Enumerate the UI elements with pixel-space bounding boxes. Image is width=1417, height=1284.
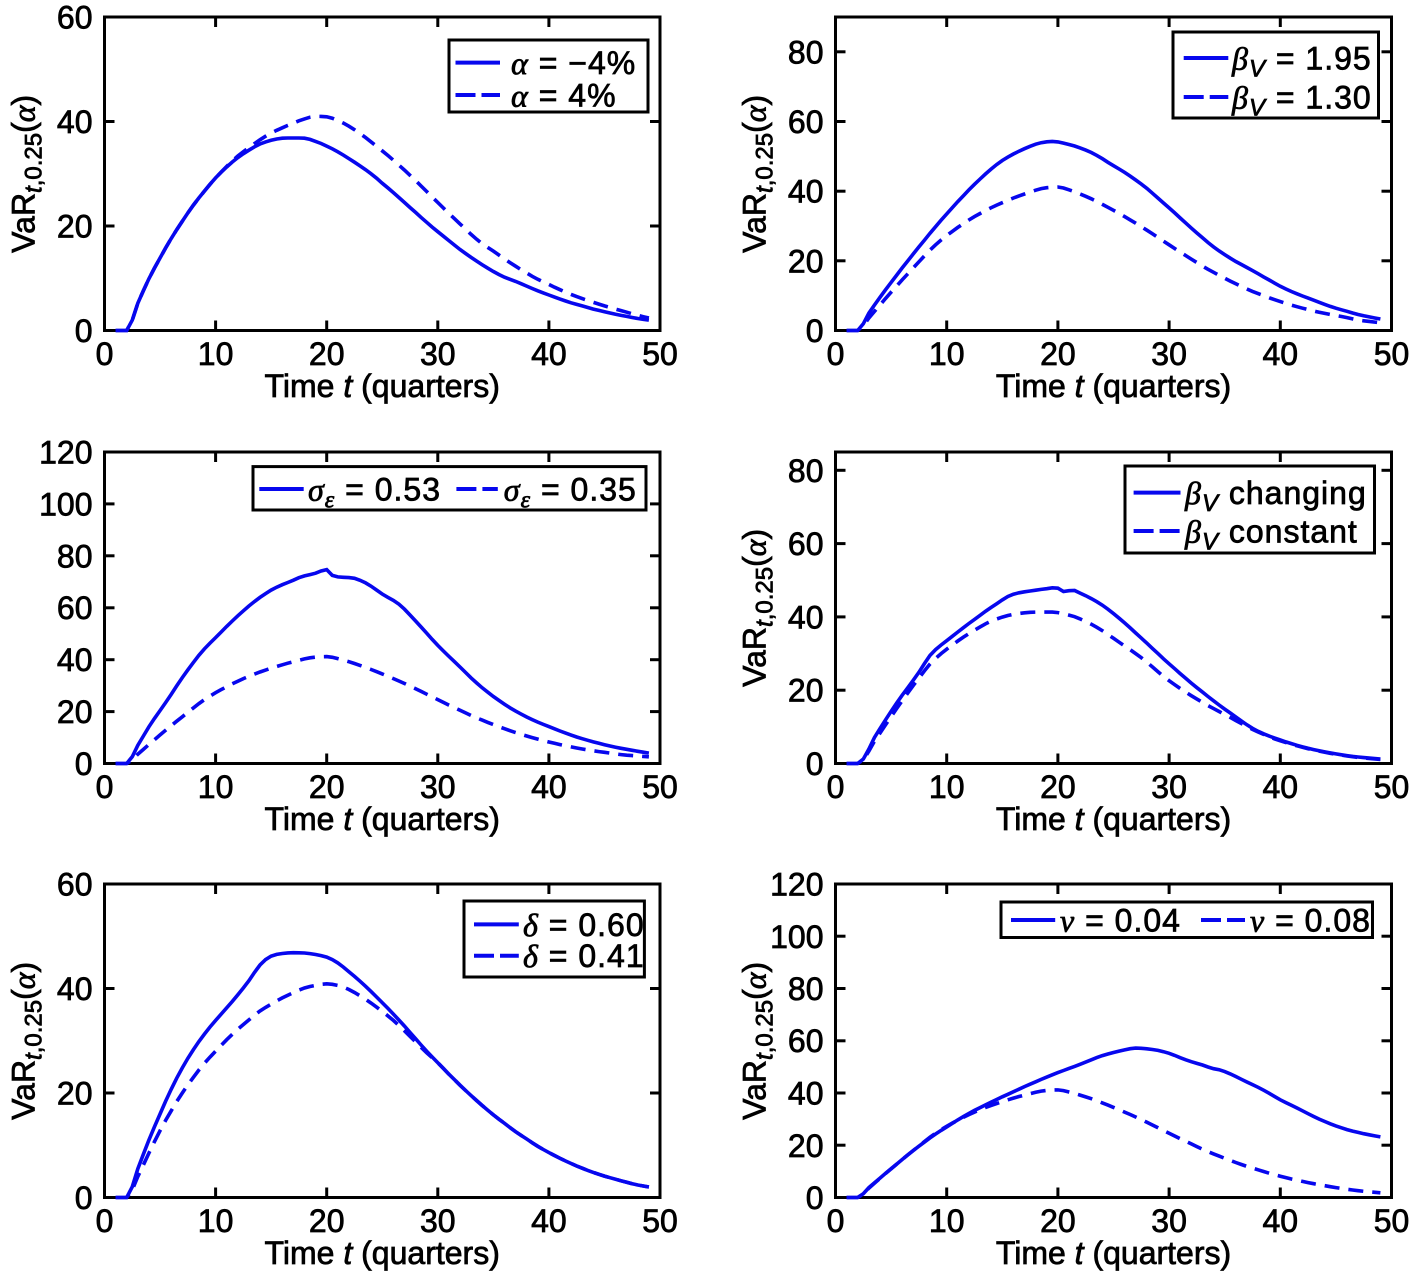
svg-text:Time t (quarters): Time t (quarters)	[996, 1235, 1231, 1271]
svg-text:0: 0	[96, 1203, 114, 1239]
svg-text:σε = 0.53: σε = 0.53	[308, 472, 441, 514]
svg-text:20: 20	[309, 769, 345, 805]
svg-text:40: 40	[1263, 336, 1299, 372]
svg-text:20: 20	[57, 209, 93, 245]
svg-text:40: 40	[531, 769, 567, 805]
svg-text:40: 40	[57, 971, 93, 1007]
svg-text:ν = 0.08: ν = 0.08	[1250, 903, 1371, 939]
svg-text:80: 80	[57, 538, 93, 574]
svg-text:0: 0	[827, 336, 845, 372]
svg-text:10: 10	[198, 1203, 234, 1239]
svg-text:80: 80	[788, 34, 824, 70]
svg-text:α = 4%: α = 4%	[511, 77, 617, 113]
svg-text:ν = 0.04: ν = 0.04	[1060, 903, 1181, 939]
svg-text:30: 30	[1151, 336, 1187, 372]
svg-text:30: 30	[420, 336, 456, 372]
svg-text:0: 0	[96, 769, 114, 805]
svg-text:40: 40	[788, 1076, 824, 1112]
svg-text:40: 40	[57, 104, 93, 140]
svg-text:0: 0	[75, 746, 93, 782]
svg-text:30: 30	[420, 769, 456, 805]
svg-text:βV constant: βV constant	[1184, 514, 1358, 556]
svg-text:30: 30	[1151, 1203, 1187, 1239]
svg-text:40: 40	[531, 1203, 567, 1239]
svg-text:50: 50	[642, 1203, 678, 1239]
svg-text:0: 0	[806, 746, 824, 782]
svg-text:VaRt,0.25(α): VaRt,0.25(α)	[6, 95, 48, 253]
svg-text:Time t (quarters): Time t (quarters)	[996, 368, 1231, 404]
svg-text:α = −4%: α = −4%	[511, 45, 636, 81]
svg-text:20: 20	[1040, 1203, 1076, 1239]
svg-text:0: 0	[827, 769, 845, 805]
svg-text:10: 10	[929, 769, 965, 805]
svg-text:20: 20	[788, 1128, 824, 1164]
svg-text:80: 80	[788, 453, 824, 489]
svg-text:0: 0	[806, 313, 824, 349]
svg-text:60: 60	[788, 526, 824, 562]
svg-text:60: 60	[57, 0, 93, 36]
svg-text:60: 60	[57, 867, 93, 903]
svg-text:Time t (quarters): Time t (quarters)	[265, 801, 500, 837]
svg-text:120: 120	[39, 435, 92, 471]
svg-text:0: 0	[827, 1203, 845, 1239]
svg-text:40: 40	[1263, 1203, 1299, 1239]
svg-text:0: 0	[75, 1180, 93, 1216]
svg-text:80: 80	[788, 971, 824, 1007]
svg-text:60: 60	[788, 1023, 824, 1059]
svg-text:60: 60	[57, 590, 93, 626]
svg-text:30: 30	[1151, 769, 1187, 805]
svg-text:10: 10	[929, 1203, 965, 1239]
svg-text:βV = 1.30: βV = 1.30	[1231, 80, 1372, 122]
svg-text:20: 20	[1040, 336, 1076, 372]
svg-text:50: 50	[1374, 769, 1410, 805]
svg-text:120: 120	[770, 867, 823, 903]
svg-text:100: 100	[770, 919, 823, 955]
svg-text:20: 20	[57, 694, 93, 730]
svg-text:VaRt,0.25(α): VaRt,0.25(α)	[6, 962, 48, 1120]
svg-text:50: 50	[1374, 336, 1410, 372]
svg-text:100: 100	[39, 486, 92, 522]
svg-text:20: 20	[788, 673, 824, 709]
svg-text:50: 50	[642, 336, 678, 372]
svg-text:δ = 0.60: δ = 0.60	[523, 907, 645, 943]
svg-text:0: 0	[75, 313, 93, 349]
svg-text:20: 20	[1040, 769, 1076, 805]
svg-text:10: 10	[198, 336, 234, 372]
svg-text:βV changing: βV changing	[1184, 475, 1367, 517]
svg-text:δ = 0.41: δ = 0.41	[523, 938, 645, 974]
svg-text:20: 20	[309, 336, 345, 372]
svg-text:50: 50	[1374, 1203, 1410, 1239]
svg-text:βV = 1.95: βV = 1.95	[1231, 41, 1372, 83]
svg-text:Time t (quarters): Time t (quarters)	[265, 1235, 500, 1271]
svg-text:50: 50	[642, 769, 678, 805]
svg-text:60: 60	[788, 104, 824, 140]
svg-text:30: 30	[420, 1203, 456, 1239]
svg-text:10: 10	[929, 336, 965, 372]
svg-text:40: 40	[788, 174, 824, 210]
svg-text:40: 40	[531, 336, 567, 372]
svg-text:40: 40	[1263, 769, 1299, 805]
svg-text:Time t (quarters): Time t (quarters)	[265, 368, 500, 404]
svg-text:10: 10	[198, 769, 234, 805]
svg-text:40: 40	[788, 599, 824, 635]
svg-text:20: 20	[309, 1203, 345, 1239]
svg-text:40: 40	[57, 642, 93, 678]
svg-text:20: 20	[57, 1076, 93, 1112]
svg-text:Time t (quarters): Time t (quarters)	[996, 801, 1231, 837]
svg-text:0: 0	[96, 336, 114, 372]
svg-text:20: 20	[788, 243, 824, 279]
svg-text:0: 0	[806, 1180, 824, 1216]
svg-text:VaRt,0.25(α): VaRt,0.25(α)	[737, 962, 779, 1120]
